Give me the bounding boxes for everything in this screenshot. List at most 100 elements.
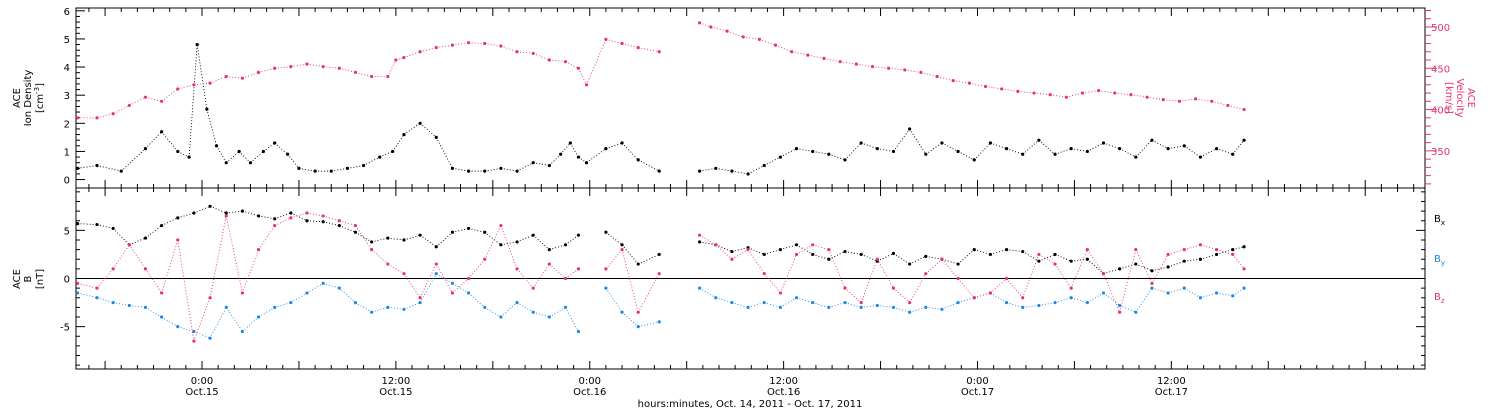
density-point-trace [844, 142, 862, 161]
bx-point-trace [860, 254, 878, 262]
by-point-trace [925, 306, 942, 310]
by-point-trace [96, 297, 114, 304]
bx-point-trace [403, 234, 421, 241]
density-point-trace [161, 131, 179, 152]
density-point-trace [699, 167, 716, 172]
density-point-trace [216, 145, 227, 163]
right-y-tick-label: 350 [1431, 147, 1450, 158]
top-left-label-line1: ACE [12, 88, 23, 108]
velocity-point [176, 87, 180, 91]
bz-point [576, 267, 581, 271]
velocity-point-trace [1017, 90, 1035, 94]
by-point-trace [1135, 287, 1153, 313]
legend-bz-sub: z [1441, 297, 1445, 305]
bz-point-trace [274, 217, 292, 226]
density-point-trace [484, 167, 501, 172]
bz-point [1085, 248, 1089, 252]
right-y-tick-label: 500 [1431, 23, 1450, 34]
velocity-point-trace [420, 47, 437, 53]
legend-by-sub: y [1441, 259, 1445, 267]
bx-point-trace [306, 220, 324, 223]
bx-point-trace [419, 234, 437, 248]
bx-point-trace [339, 225, 356, 233]
bz-point-trace [747, 249, 765, 274]
bx-point-trace [258, 215, 275, 220]
bx-point-trace [731, 247, 749, 252]
by-point-trace [113, 302, 130, 306]
by-point-trace [621, 311, 639, 327]
top-right-label-line3: [km/s] [1443, 82, 1454, 114]
bx-point-trace [1151, 266, 1169, 272]
density-point-trace [452, 167, 469, 172]
bz-point [499, 223, 503, 228]
bx-point-trace [290, 212, 308, 222]
by-point-trace [387, 306, 405, 310]
velocity-point-trace [985, 85, 1002, 90]
bz-point-trace [516, 268, 534, 289]
velocity-point-trace [759, 38, 776, 46]
by-point-trace [209, 307, 227, 339]
by-point-trace [1232, 287, 1245, 297]
velocity-point-trace [484, 43, 501, 47]
top-panel-axes: 0 1 2 3 4 5 6 350 400 450 500 [64, 7, 1450, 187]
by-point-trace [274, 302, 291, 308]
by-point-trace [1071, 297, 1088, 304]
velocity-point [450, 43, 455, 47]
bz-point-trace [731, 249, 749, 260]
velocity-point-trace [1066, 92, 1083, 98]
bottom-panel-axes: -5 0 5 [60, 191, 1425, 366]
bz-point-trace [484, 225, 502, 260]
x-tick-date-label: Oct.15 [185, 387, 218, 398]
velocity-point-trace [339, 67, 356, 73]
by-point-trace [605, 287, 623, 313]
velocity-point-trace [920, 71, 938, 77]
velocity-point-trace [96, 113, 114, 119]
velocity-point-trace [209, 76, 227, 84]
by-point-trace [1184, 287, 1201, 299]
by-point-trace [1022, 305, 1039, 308]
velocity-point-trace [193, 82, 211, 86]
velocity-point-trace [306, 63, 324, 68]
velocity-point-trace [226, 76, 243, 79]
x-tick-time-label: 12:00 [381, 376, 410, 387]
bz-point-trace [177, 239, 195, 342]
bx-point-trace [893, 253, 910, 265]
right-y-tick-label: 400 [1431, 106, 1450, 117]
density-point-trace [1087, 142, 1104, 152]
by-point-trace [1200, 292, 1217, 299]
top-panel-points [76, 21, 1246, 176]
top-right-label-line1: ACE [1465, 88, 1476, 108]
bz-point-trace [419, 263, 437, 298]
by-point-trace [145, 306, 162, 318]
bz-point-trace [699, 234, 716, 246]
velocity-point-trace [953, 80, 970, 84]
by-point-trace [452, 282, 469, 294]
top-left-label-line2: Ion Density [23, 70, 34, 127]
velocity-point-trace [578, 68, 587, 85]
velocity-point-trace [1211, 100, 1229, 106]
density-point-trace [363, 156, 380, 166]
x-tick-date-label: Oct.16 [767, 387, 800, 398]
bz-point-trace [241, 249, 259, 294]
by-point-trace [1103, 292, 1120, 306]
by-point [224, 305, 228, 309]
bx-point-trace [96, 224, 114, 229]
density-point-trace [780, 148, 797, 158]
bz-point-trace [860, 259, 878, 303]
density-point-trace [1184, 145, 1201, 158]
bz-point-trace [1135, 249, 1153, 284]
bx-point [111, 226, 115, 231]
bx-point [386, 236, 390, 240]
density-point-trace [403, 122, 421, 135]
by-point-trace [549, 306, 566, 318]
by-point-trace [796, 297, 813, 304]
right-y-tick-label: 450 [1431, 64, 1450, 75]
bx-point-trace [371, 237, 388, 243]
by-point-trace [484, 306, 502, 318]
velocity-point-trace [872, 66, 889, 69]
top-left-label-sup: -3 [33, 87, 41, 94]
velocity-point-trace [1001, 88, 1018, 92]
bx-point-trace [877, 253, 894, 262]
left-y-tick-label: 6 [64, 7, 70, 18]
